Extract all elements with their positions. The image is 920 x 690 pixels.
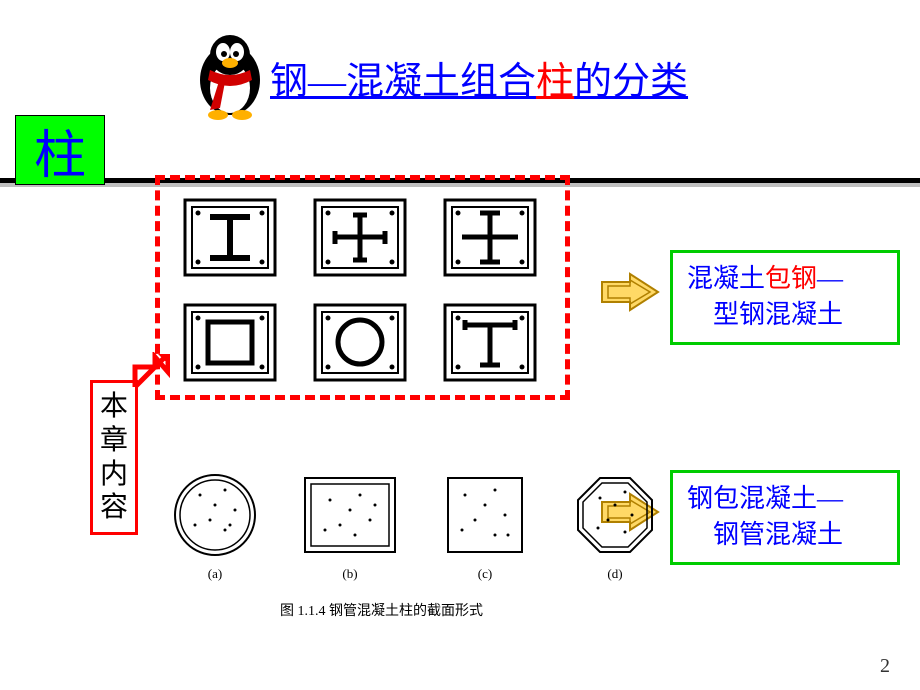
info-line1: 钢包混凝土—	[687, 481, 883, 517]
page-number: 2	[880, 655, 890, 678]
text-red: 包钢	[765, 264, 817, 293]
section-grid	[180, 195, 545, 385]
info-box-filled: 钢包混凝土— 钢管混凝土	[670, 470, 900, 565]
text-blue: 混凝土	[687, 264, 765, 293]
section-tbeam	[440, 300, 540, 385]
tube-label: (a)	[208, 566, 222, 582]
tube-label: (c)	[478, 566, 492, 582]
tube-square-double: (b)	[300, 470, 400, 582]
chapter-char: 容	[100, 491, 128, 525]
info-box-encased: 混凝土包钢— 型钢混凝土	[670, 250, 900, 345]
info-line2: 钢管混凝土	[687, 517, 883, 553]
section-circle	[310, 300, 410, 385]
section-cross2	[440, 195, 540, 280]
title-part1: 钢—混凝土组合	[270, 50, 536, 105]
info-line2: 型钢混凝土	[687, 297, 883, 333]
column-badge-text: 柱	[34, 113, 86, 188]
chapter-label: 本 章 内 容	[90, 380, 138, 535]
tube-sections-row: (a) (b) (c) (d)	[170, 470, 660, 582]
arrow-right-icon	[600, 272, 660, 312]
tube-circle: (a)	[170, 470, 260, 582]
section-square	[180, 300, 280, 385]
figure-caption: 图 1.1.4 钢管混凝土柱的截面形式	[280, 600, 483, 620]
tube-octagon: (d)	[570, 470, 660, 582]
column-badge: 柱	[15, 115, 105, 185]
tube-label: (b)	[342, 566, 357, 582]
chapter-arrow-icon	[130, 352, 170, 392]
chapter-char: 本	[100, 390, 128, 424]
penguin-icon	[190, 30, 270, 120]
tube-square-single: (c)	[440, 470, 530, 582]
title-part3: 的分类	[574, 50, 688, 105]
chapter-char: 内	[100, 458, 128, 492]
page-title: 钢—混凝土组合 柱 的分类	[270, 50, 688, 105]
title-part2: 柱	[536, 50, 574, 105]
tube-label: (d)	[607, 566, 622, 582]
chapter-char: 章	[100, 424, 128, 458]
section-cross1	[310, 195, 410, 280]
info-line1: 混凝土包钢—	[687, 261, 883, 297]
text-blue: —	[817, 264, 843, 293]
section-ibeam	[180, 195, 280, 280]
